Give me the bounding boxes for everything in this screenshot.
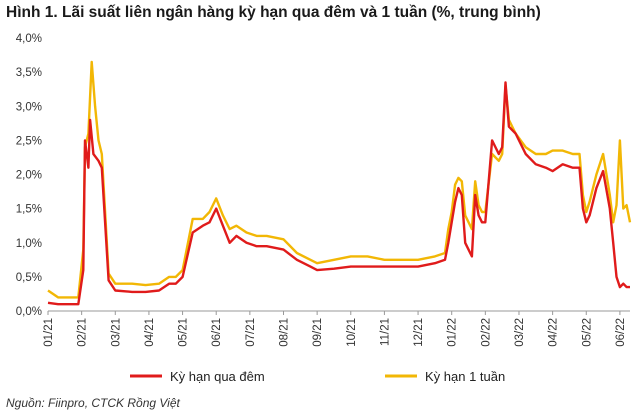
series-line-overnight [47, 81, 630, 306]
x-tick-label: 02/21 [77, 318, 89, 347]
legend-label-overnight: Kỳ hạn qua đêm [170, 369, 265, 384]
x-tick-label: 11/21 [379, 318, 391, 346]
x-tick-label: 04/21 [144, 318, 156, 347]
x-tick-label: 07/21 [245, 318, 257, 347]
x-tick-label: 06/21 [211, 318, 223, 347]
line-chart: 0,0% 0,5% 1,0% 1,5% 2,0% 2,5% 3,0% 3,5% 4,0% 01/… [16, 33, 632, 384]
x-tick-label: 10/21 [346, 318, 358, 347]
x-tick-label: 02/22 [480, 318, 492, 347]
x-tick-label: 05/21 [178, 318, 190, 347]
y-tick-label: 1,0% [16, 238, 42, 250]
x-tick-label: 09/21 [312, 318, 324, 347]
x-tick-label: 05/22 [581, 318, 593, 347]
y-tick-label: 0,5% [16, 272, 42, 284]
y-tick-label: 1,5% [16, 204, 42, 216]
series-lines [47, 60, 632, 306]
y-tick-label: 3,0% [16, 101, 42, 113]
x-tick-label: 01/22 [447, 318, 459, 347]
y-tick-label: 2,0% [16, 170, 42, 182]
x-tick-label: 01/21 [43, 318, 55, 347]
y-axis: 0,0% 0,5% 1,0% 1,5% 2,0% 2,5% 3,0% 3,5% 4,0% [16, 33, 42, 318]
legend: Kỳ hạn qua đêm Kỳ hạn 1 tuần [130, 369, 505, 384]
x-tick-label: 03/21 [110, 318, 122, 347]
y-tick-label: 4,0% [16, 33, 42, 45]
series-line-week [47, 60, 632, 299]
y-tick-label: 0,0% [16, 306, 42, 318]
y-tick-label: 2,5% [16, 135, 42, 147]
y-tick-label: 3,5% [16, 67, 42, 79]
x-axis: 01/21 02/21 03/21 04/21 05/21 06/21 07/21 08/21… [43, 311, 627, 347]
x-tick-label: 08/21 [278, 318, 290, 347]
legend-label-week: Kỳ hạn 1 tuần [425, 369, 505, 384]
x-tick-label: 04/22 [548, 318, 560, 347]
x-tick-label: 06/22 [615, 318, 627, 347]
page-title: Hình 1. Lãi suất liên ngân hàng kỳ hạn q… [6, 4, 541, 21]
x-tick-label: 03/22 [514, 318, 526, 347]
x-tick-label: 12/21 [413, 318, 425, 347]
source-note: Nguồn: Fiinpro, CTCK Rồng Việt [6, 396, 180, 410]
